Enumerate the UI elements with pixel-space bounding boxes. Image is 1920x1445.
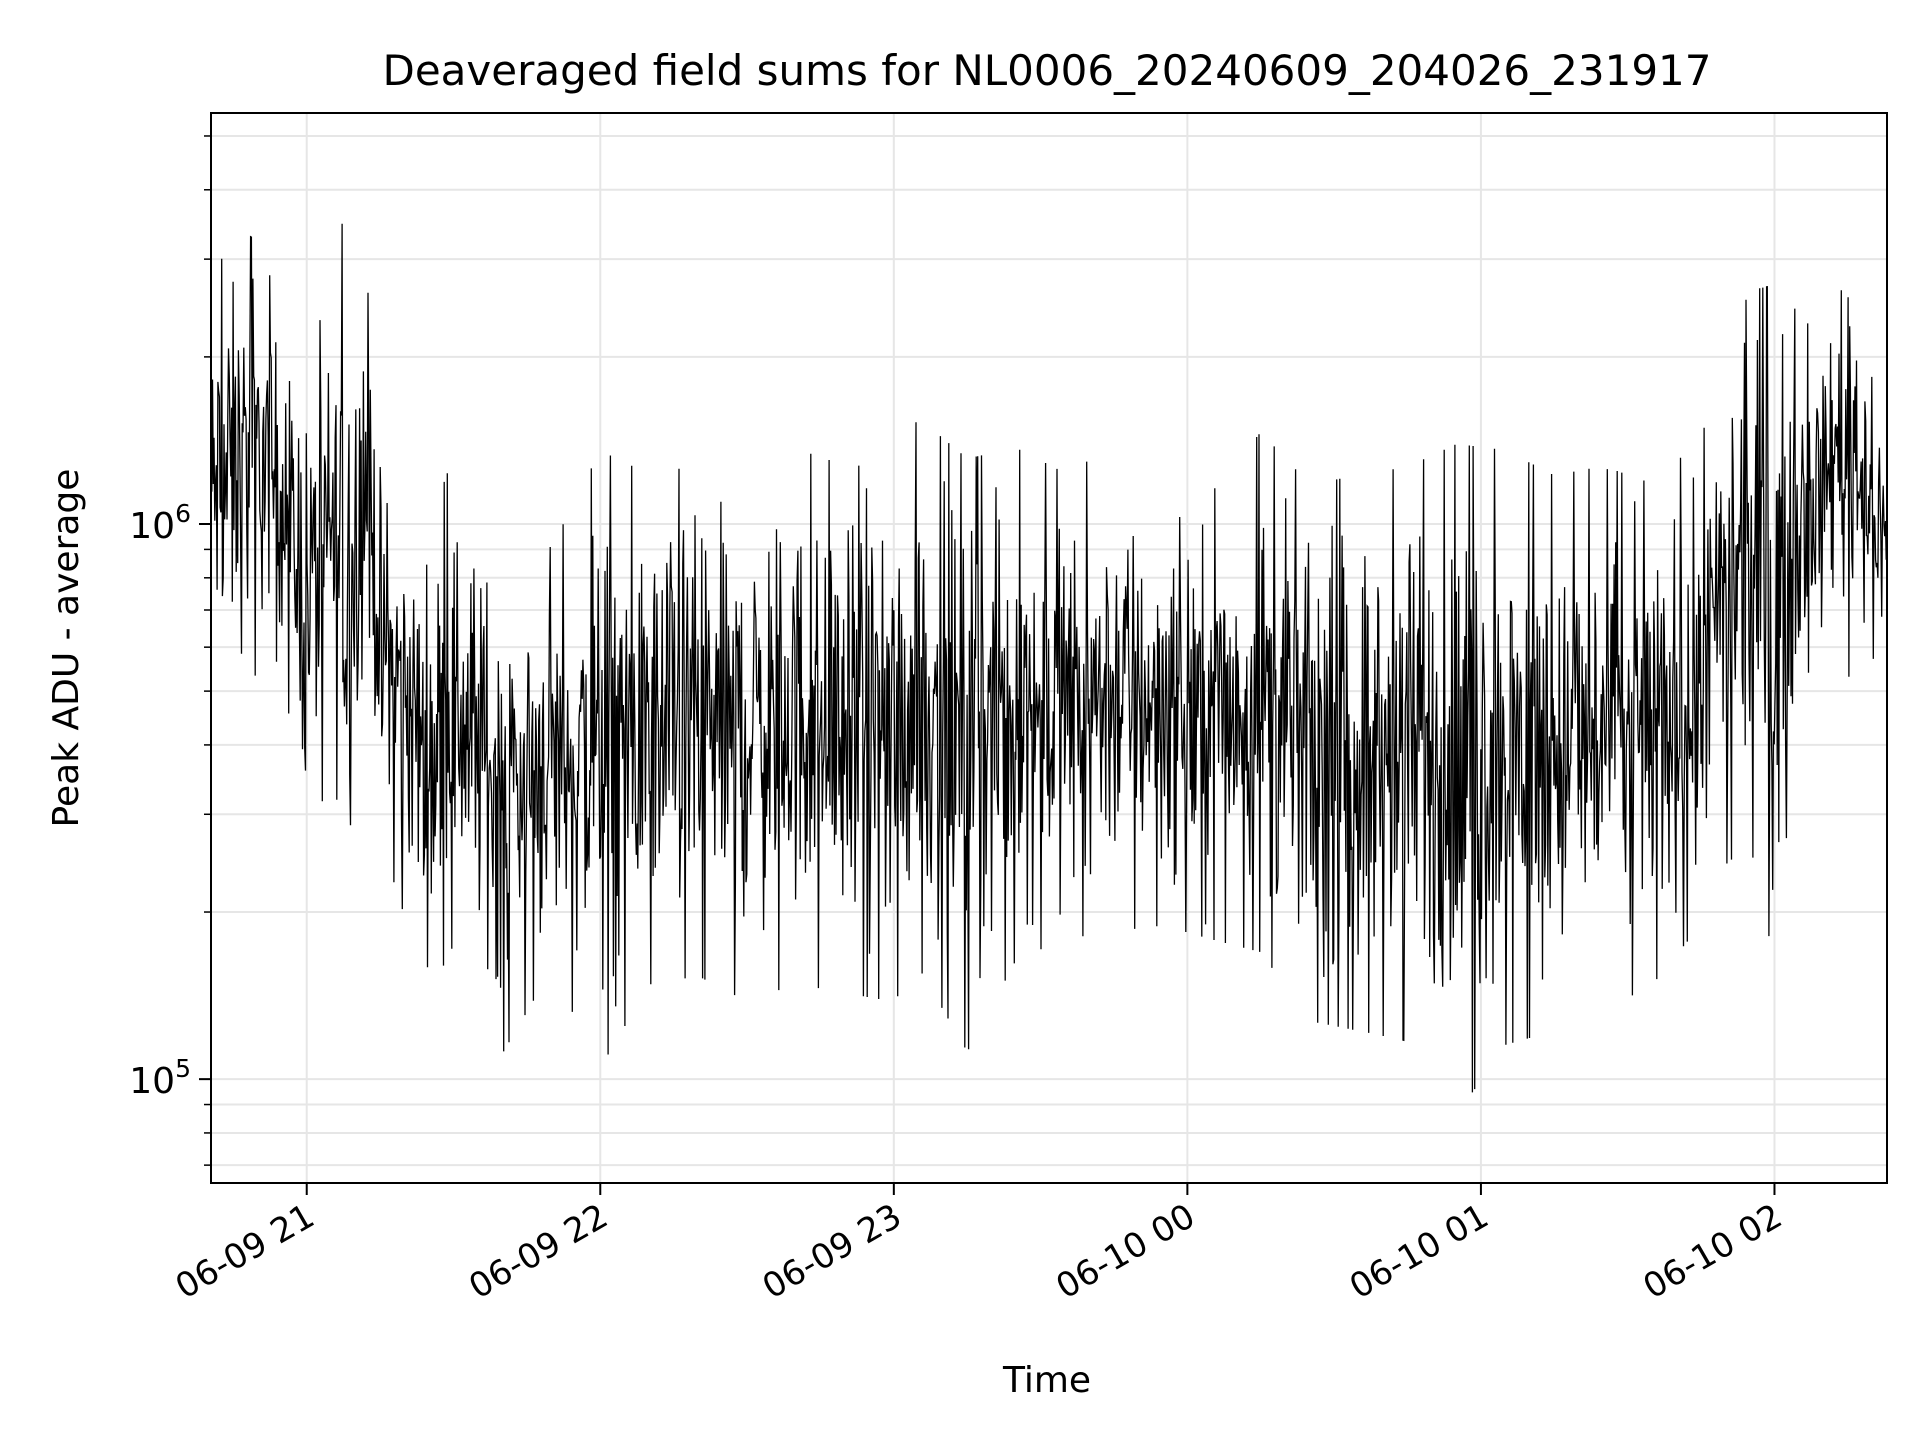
- chart-title: Deaveraged field sums for NL0006_2024060…: [383, 46, 1712, 95]
- y-tick-label: 105: [129, 1054, 191, 1102]
- y-tick-label: 106: [129, 499, 191, 547]
- series-line: [211, 223, 1887, 1093]
- plot-frame: [210, 112, 1888, 1184]
- series-layer: [211, 223, 1887, 1093]
- y-axis-label: Peak ADU - average: [46, 469, 87, 828]
- x-axis-label: Time: [1002, 1360, 1091, 1401]
